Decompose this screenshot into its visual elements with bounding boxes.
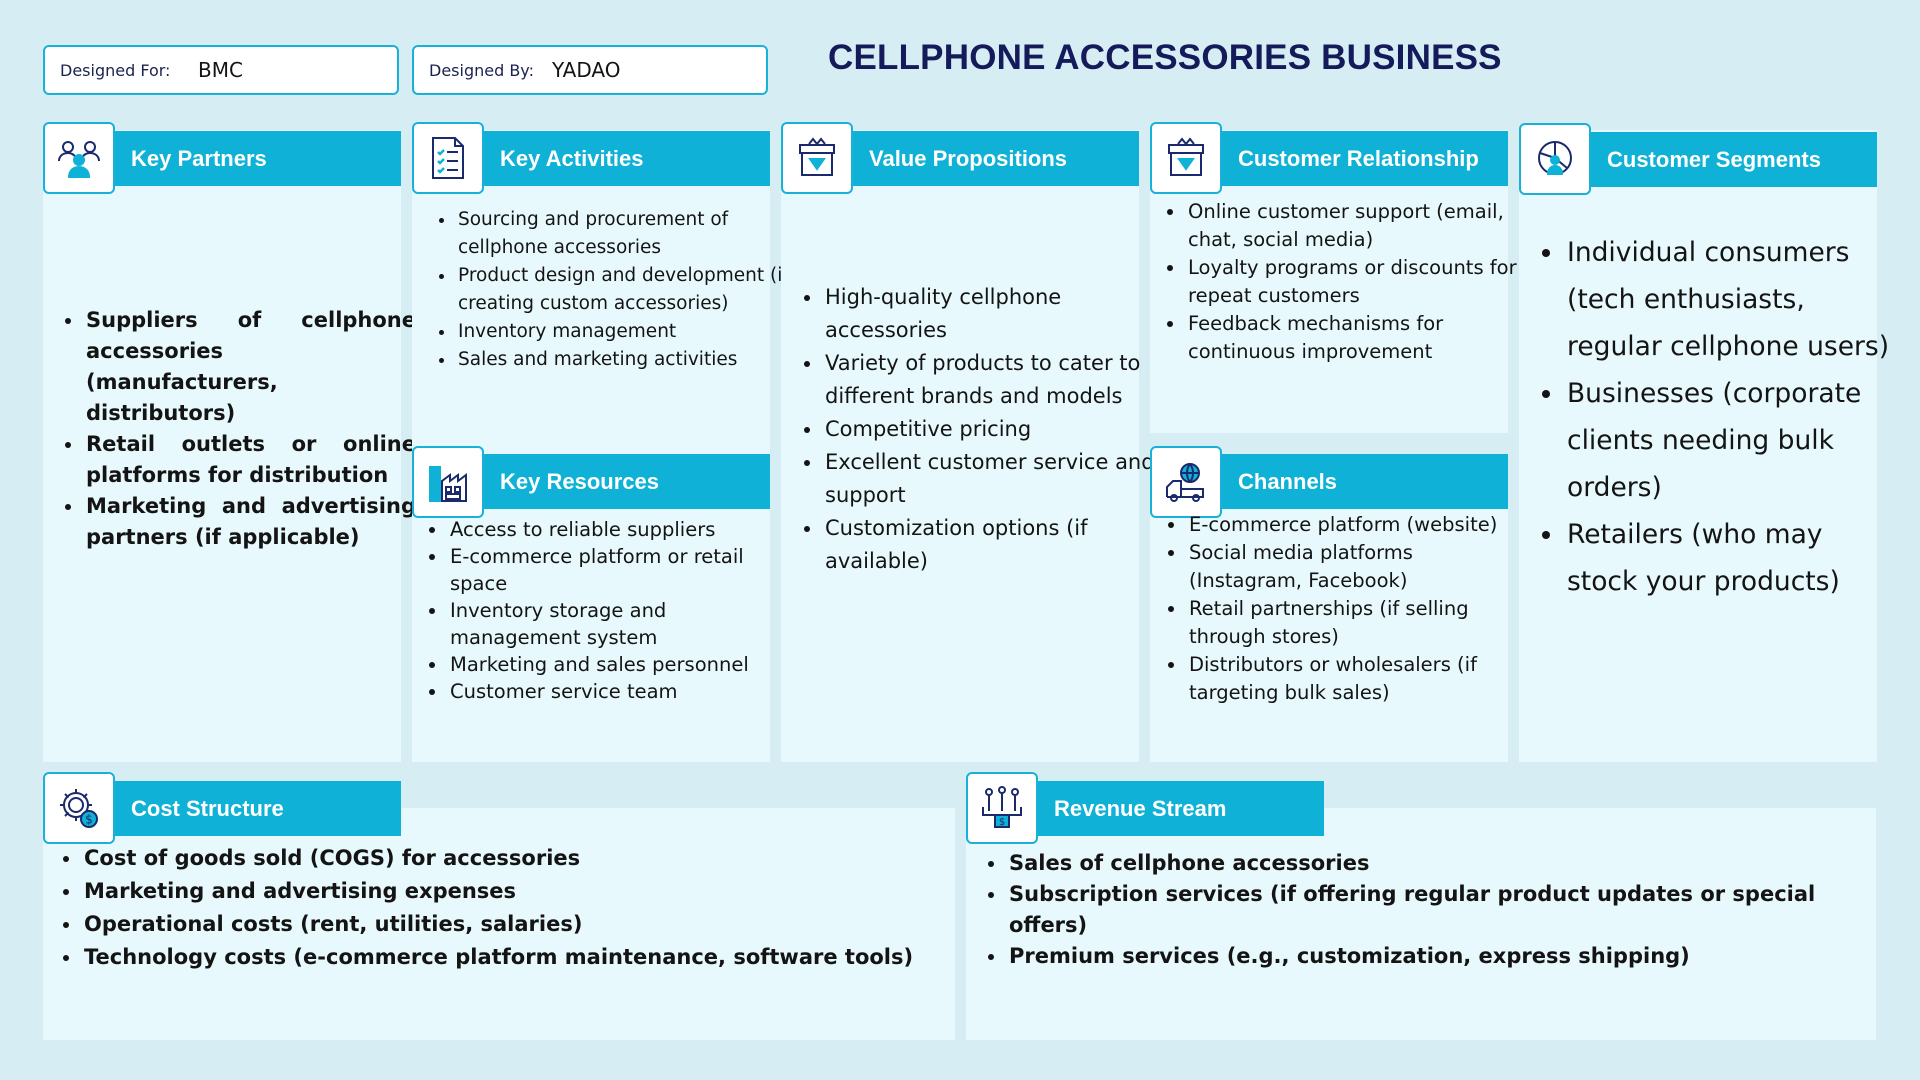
list-item: Businesses (corporate clients needing bu… [1565, 370, 1895, 511]
list-item: Online customer support (email, chat, so… [1186, 198, 1530, 254]
list-item: Access to reliable suppliers [448, 516, 794, 543]
factory-icon [412, 446, 484, 518]
list-item: Retail outlets or online platforms for d… [84, 429, 416, 491]
gear-dollar-icon: $ [43, 772, 115, 844]
customer-segments-list: Individual consumers (tech enthusiasts, … [1543, 229, 1895, 605]
list-item: Sourcing and procurement of cellphone ac… [456, 206, 798, 262]
checklist-icon [412, 122, 484, 194]
list-item: Marketing and advertising partners (if a… [84, 491, 416, 553]
customer-segments-header: Customer Segments [1591, 132, 1877, 187]
list-item: Inventory storage and management system [448, 597, 794, 651]
cost-structure-header: Cost Structure [115, 781, 401, 836]
list-item: E-commerce platform (website) [1187, 511, 1530, 539]
designed-by-box[interactable]: Designed By: YADAO [412, 45, 768, 95]
value-propositions-header: Value Propositions [853, 131, 1139, 186]
revenue-stream-panel [966, 808, 1876, 1040]
channels-list: E-commerce platform (website) Social med… [1165, 511, 1530, 707]
revenue-stream-list: Sales of cellphone accessories Subscript… [985, 848, 1887, 972]
list-item: Feedback mechanisms for continuous impro… [1186, 310, 1530, 366]
revenue-chart-icon: $ [966, 772, 1038, 844]
list-item: Distributors or wholesalers (if targetin… [1187, 651, 1530, 707]
svg-text:$: $ [85, 813, 93, 827]
list-item: Marketing and sales personnel [448, 651, 794, 678]
designed-by-label: Designed By: [429, 60, 534, 80]
value-propositions-panel [781, 130, 1139, 762]
list-item: High-quality cellphone accessories [823, 281, 1163, 347]
list-item: Social media platforms (Instagram, Faceb… [1187, 539, 1530, 595]
key-resources-list: Access to reliable suppliers E-commerce … [426, 516, 794, 705]
cost-structure-list: Cost of goods sold (COGS) for accessorie… [60, 842, 962, 974]
customer-segments-panel [1519, 130, 1877, 762]
list-item: Individual consumers (tech enthusiasts, … [1565, 229, 1895, 370]
list-item: Customer service team [448, 678, 794, 705]
gift-diamond-icon [781, 122, 853, 194]
key-partners-panel [43, 130, 401, 762]
gift-diamond-icon [1150, 122, 1222, 194]
list-item: Cost of goods sold (COGS) for accessorie… [82, 842, 962, 875]
key-partners-list: Suppliers of cellphone accessories (manu… [62, 305, 416, 553]
designed-by-value: YADAO [552, 58, 621, 82]
cost-structure-panel [43, 808, 955, 1040]
list-item: Loyalty programs or discounts for repeat… [1186, 254, 1530, 310]
customer-relationship-header: Customer Relationship [1222, 131, 1508, 186]
partners-icon [43, 122, 115, 194]
list-item: Sales and marketing activities [456, 346, 798, 374]
list-item: Suppliers of cellphone accessories (manu… [84, 305, 416, 429]
revenue-stream-header: Revenue Stream [1038, 781, 1324, 836]
list-item: Premium services (e.g., customization, e… [1007, 941, 1887, 972]
list-item: Sales of cellphone accessories [1007, 848, 1887, 879]
list-item: Competitive pricing [823, 413, 1163, 446]
list-item: E-commerce platform or retail space [448, 543, 794, 597]
designed-for-label: Designed For: [60, 60, 171, 80]
key-activities-header: Key Activities [484, 131, 770, 186]
list-item: Operational costs (rent, utilities, sala… [82, 908, 962, 941]
key-partners-header: Key Partners [115, 131, 401, 186]
list-item: Customization options (if available) [823, 512, 1163, 578]
list-item: Excellent customer service and support [823, 446, 1163, 512]
key-activities-list: Sourcing and procurement of cellphone ac… [434, 206, 798, 374]
list-item: Retail partnerships (if selling through … [1187, 595, 1530, 651]
customer-relationship-list: Online customer support (email, chat, so… [1164, 198, 1530, 366]
list-item: Variety of products to cater to differen… [823, 347, 1163, 413]
list-item: Subscription services (if offering regul… [1007, 879, 1887, 941]
value-propositions-list: High-quality cellphone accessories Varie… [801, 281, 1163, 578]
pie-person-icon [1519, 123, 1591, 195]
designed-for-box[interactable]: Designed For: BMC [43, 45, 399, 95]
list-item: Product design and development (if creat… [456, 262, 798, 318]
designed-for-value: BMC [198, 58, 243, 82]
svg-text:$: $ [999, 817, 1005, 828]
key-resources-header: Key Resources [484, 454, 770, 509]
list-item: Retailers (who may stock your products) [1565, 511, 1895, 605]
page-title: CELLPHONE ACCESSORIES BUSINESS [828, 38, 1502, 77]
globe-truck-icon [1150, 446, 1222, 518]
list-item: Marketing and advertising expenses [82, 875, 962, 908]
list-item: Inventory management [456, 318, 798, 346]
channels-header: Channels [1222, 454, 1508, 509]
list-item: Technology costs (e-commerce platform ma… [82, 941, 962, 974]
